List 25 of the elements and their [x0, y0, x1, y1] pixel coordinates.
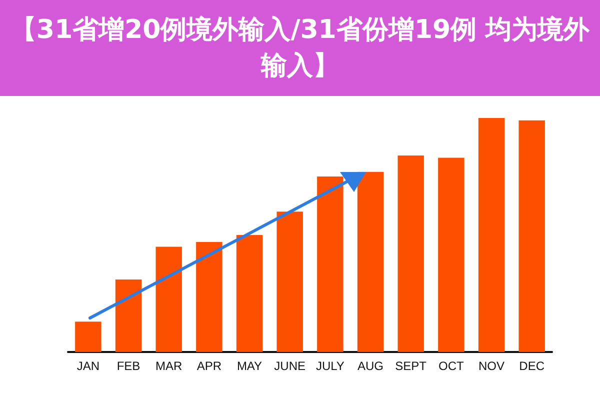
- bar: [317, 176, 344, 352]
- x-tick-label: MAY: [236, 359, 262, 373]
- x-tick-label: NOV: [478, 359, 505, 373]
- x-tick-label: DEC: [519, 359, 545, 373]
- bar: [75, 322, 102, 352]
- bar: [518, 120, 545, 352]
- bar: [156, 246, 182, 352]
- x-tick-label: OCT: [438, 359, 464, 373]
- x-tick-label: JULY: [316, 359, 344, 373]
- bar: [478, 118, 505, 352]
- chart-title: 【31省增20例境外输入/31省份增19例 均为境外输入】: [10, 14, 590, 83]
- bar: [236, 235, 263, 352]
- bar: [357, 172, 384, 352]
- bar: [438, 158, 464, 352]
- x-tick-label: SEPT: [395, 359, 428, 373]
- bar: [196, 242, 222, 352]
- bar: [398, 155, 424, 352]
- x-tick-label: MAR: [155, 359, 182, 373]
- x-tick-label: JUNE: [274, 359, 306, 373]
- bar: [276, 212, 303, 352]
- x-tick-label: APR: [196, 359, 222, 373]
- bar: [115, 279, 142, 352]
- x-tick-label: AUG: [357, 359, 384, 373]
- x-tick-label: JAN: [76, 359, 100, 373]
- x-tick-label: FEB: [116, 359, 140, 373]
